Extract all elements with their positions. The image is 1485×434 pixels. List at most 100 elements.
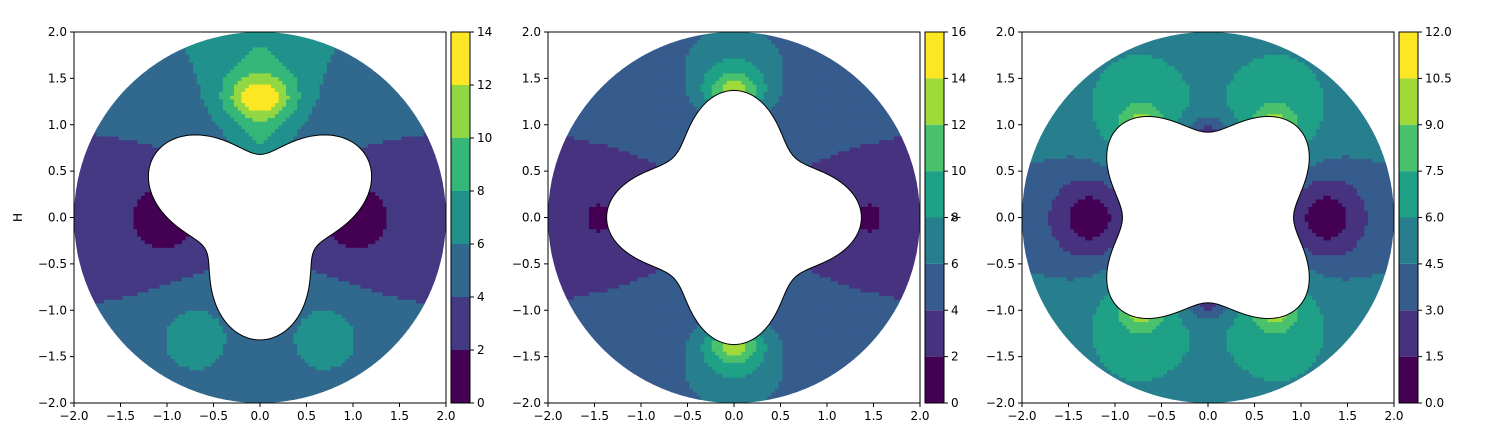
x-tick-label: −1.0 bbox=[152, 409, 181, 423]
colorbar-tick-label: 2 bbox=[477, 343, 485, 357]
colorbar-band bbox=[1399, 217, 1418, 264]
colorbar-tick-label: 10 bbox=[477, 131, 492, 145]
y-tick-label: −0.5 bbox=[512, 257, 541, 271]
inner-boundary bbox=[147, 134, 373, 341]
x-tick-label: 0.0 bbox=[1198, 409, 1217, 423]
x-tick-label: 2.0 bbox=[910, 409, 929, 423]
contour-panel-2: −2.0 −1.5 −1.0 −0.5 0.0 0.5 1.0 1.5 2.0 −2.0 −1.5 −… bbox=[512, 25, 966, 423]
colorbar-tick-label: 6 bbox=[951, 257, 959, 271]
colorbar-band bbox=[925, 217, 944, 264]
x-tick-label: −0.5 bbox=[673, 409, 702, 423]
colorbar-band bbox=[925, 356, 944, 403]
x-tick-label: −1.5 bbox=[580, 409, 609, 423]
colorbar-tick-label: 12.0 bbox=[1425, 25, 1452, 39]
colorbar-tick-label: 16 bbox=[951, 25, 966, 39]
y-tick-label: 1.5 bbox=[996, 71, 1015, 85]
x-tick-label: 1.5 bbox=[1338, 409, 1357, 423]
y-tick-label: −0.5 bbox=[38, 257, 67, 271]
y-tick-label: −1.0 bbox=[38, 303, 67, 317]
colorbar-tick-label: 8 bbox=[951, 211, 959, 225]
colorbar-tick-label: 0 bbox=[951, 396, 959, 410]
y-tick-label: 0.0 bbox=[522, 211, 541, 225]
y-tick-label: 2.0 bbox=[48, 25, 67, 39]
x-tick-label: −2.0 bbox=[1007, 409, 1036, 423]
colorbar-band bbox=[925, 171, 944, 218]
colorbar-tick-label: 0 bbox=[477, 396, 485, 410]
colorbar-band bbox=[1399, 32, 1418, 79]
x-tick-label: −1.0 bbox=[626, 409, 655, 423]
x-tick-label: −1.0 bbox=[1100, 409, 1129, 423]
inner-boundary bbox=[1106, 115, 1310, 320]
x-tick-label: −2.0 bbox=[533, 409, 562, 423]
x-tick-label: 0.5 bbox=[1245, 409, 1264, 423]
x-tick-label: 1.5 bbox=[864, 409, 883, 423]
colorbar-band bbox=[1399, 356, 1418, 403]
y-tick-label: −1.5 bbox=[512, 350, 541, 364]
contour-panel-1: −2.0 −1.5 −1.0 −0.5 0.0 0.5 1.0 1.5 2.0 −2.0 −1.5 −… bbox=[11, 25, 492, 423]
y-tick-label: 1.0 bbox=[522, 118, 541, 132]
colorbar-tick-label: 8 bbox=[477, 184, 485, 198]
y-tick-label: −1.0 bbox=[512, 303, 541, 317]
colorbar: 0 2 4 6 8 10 12 14 bbox=[450, 25, 492, 410]
y-tick-label: 2.0 bbox=[522, 25, 541, 39]
y-tick-label: 1.0 bbox=[996, 118, 1015, 132]
colorbar-band bbox=[1399, 310, 1418, 357]
x-tick-label: 1.0 bbox=[817, 409, 836, 423]
x-tick-label: 2.0 bbox=[1384, 409, 1403, 423]
colorbar-tick-label: 6.0 bbox=[1425, 211, 1444, 225]
colorbar-tick-label: 10 bbox=[951, 164, 966, 178]
colorbar-tick-label: 14 bbox=[951, 71, 966, 85]
colorbar: 0.0 1.5 3.0 4.5 6.0 7.5 9.0 10.5 12.0 bbox=[1398, 25, 1452, 410]
y-tick-label: −1.5 bbox=[986, 350, 1015, 364]
y-axis-label: H bbox=[11, 213, 25, 222]
colorbar-label: γ bbox=[947, 214, 961, 221]
x-tick-label: 1.0 bbox=[1291, 409, 1310, 423]
colorbar-band bbox=[1399, 171, 1418, 218]
colorbar-band bbox=[1399, 124, 1418, 172]
colorbar-tick-label: 9.0 bbox=[1425, 118, 1444, 132]
colorbar-band bbox=[925, 263, 944, 311]
y-tick-label: 0.5 bbox=[522, 164, 541, 178]
colorbar-band bbox=[1399, 263, 1418, 311]
colorbar-band bbox=[451, 297, 470, 350]
colorbar-band bbox=[925, 32, 944, 79]
x-tick-label: −1.5 bbox=[106, 409, 135, 423]
x-tick-label: 0.5 bbox=[297, 409, 316, 423]
y-tick-label: 0.5 bbox=[48, 164, 67, 178]
x-tick-label: −1.5 bbox=[1054, 409, 1083, 423]
colorbar-tick-label: 4 bbox=[951, 303, 959, 317]
y-tick-label: −2.0 bbox=[38, 396, 67, 410]
colorbar-tick-label: 2 bbox=[951, 350, 959, 364]
colorbar-tick-label: 10.5 bbox=[1425, 71, 1452, 85]
colorbar-tick-label: 7.5 bbox=[1425, 164, 1444, 178]
x-tick-label: −0.5 bbox=[1147, 409, 1176, 423]
colorbar-tick-label: 12 bbox=[477, 78, 492, 92]
colorbar-band bbox=[451, 85, 470, 138]
colorbar-band bbox=[451, 244, 470, 297]
colorbar-band bbox=[925, 310, 944, 357]
colorbar-band bbox=[1399, 78, 1418, 125]
x-tick-label: 1.5 bbox=[390, 409, 409, 423]
y-tick-label: 1.5 bbox=[48, 71, 67, 85]
y-tick-label: −2.0 bbox=[986, 396, 1015, 410]
y-tick-label: 2.0 bbox=[996, 25, 1015, 39]
colorbar-tick-label: 1.5 bbox=[1425, 350, 1444, 364]
colorbar-band bbox=[451, 350, 470, 403]
x-tick-label: 0.0 bbox=[724, 409, 743, 423]
x-tick-label: −0.5 bbox=[199, 409, 228, 423]
colorbar-band bbox=[451, 32, 470, 85]
y-tick-label: 0.0 bbox=[996, 211, 1015, 225]
colorbar-tick-label: 14 bbox=[477, 25, 492, 39]
y-tick-label: 0.0 bbox=[48, 211, 67, 225]
colorbar-tick-label: 0.0 bbox=[1425, 396, 1444, 410]
contour-panel-3: −2.0 −1.5 −1.0 −0.5 0.0 0.5 1.0 1.5 2.0 −2.0 −1.5 −… bbox=[986, 25, 1452, 423]
x-tick-label: 1.0 bbox=[343, 409, 362, 423]
colorbar-tick-label: 12 bbox=[951, 118, 966, 132]
x-tick-label: 0.5 bbox=[771, 409, 790, 423]
colorbar-band bbox=[451, 191, 470, 244]
colorbar-band bbox=[925, 124, 944, 172]
y-tick-label: 1.5 bbox=[522, 71, 541, 85]
x-tick-label: 0.0 bbox=[250, 409, 269, 423]
colorbar-band bbox=[451, 138, 470, 191]
